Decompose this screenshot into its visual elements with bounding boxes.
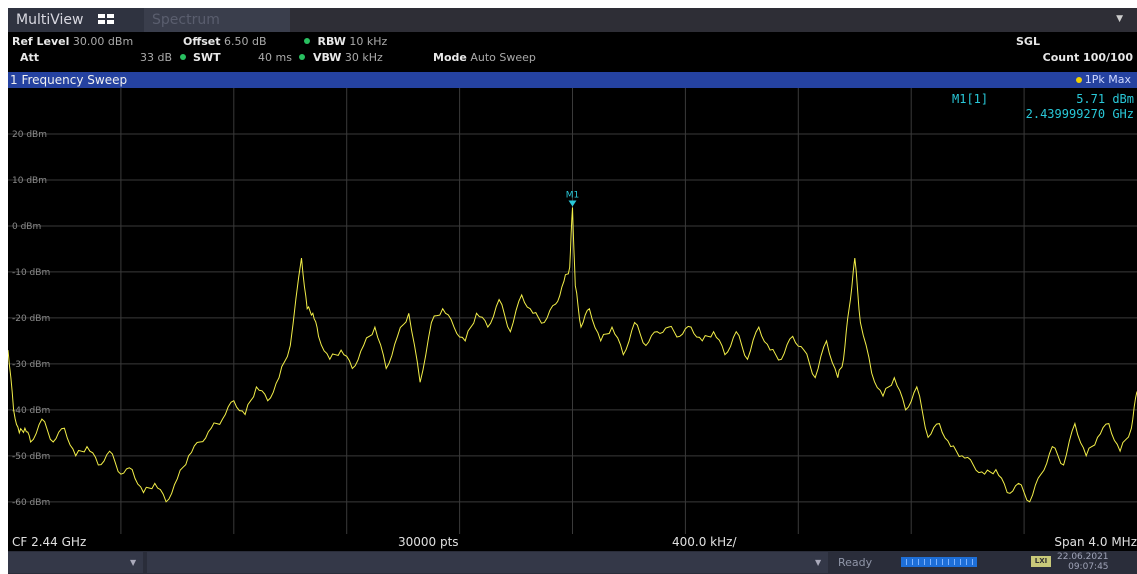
vbw-value: 30 kHz xyxy=(344,51,383,64)
ref-level-label: Ref Level xyxy=(12,35,70,48)
progress-segment xyxy=(954,559,955,565)
swt-coupled-dot xyxy=(179,54,186,60)
swt-label: SWT xyxy=(193,51,221,64)
status-field-left[interactable]: ▼ xyxy=(8,552,143,573)
lxi-logo: LXI xyxy=(1031,556,1051,567)
settings-header: Ref Level 30.00 dBm Offset 6.50 dB RBW 1… xyxy=(8,34,1137,72)
marker-readout-level: 5.71 dBm xyxy=(1076,92,1134,106)
vbw-coupled-dot xyxy=(299,54,306,60)
att-value: 33 dB xyxy=(140,51,173,64)
tab-menu-chevron-icon[interactable]: ▼ xyxy=(1116,14,1123,24)
rbw-label: RBW xyxy=(317,35,346,48)
frequency-span: Span 4.0 MHz xyxy=(1054,535,1137,549)
status-left-chevron-icon[interactable]: ▼ xyxy=(130,558,137,567)
frequency-footer: CF 2.44 GHz 30000 pts 400.0 kHz/ Span 4.… xyxy=(8,534,1137,551)
progress-segment xyxy=(918,559,919,565)
count-label: Count 100/100 xyxy=(1042,51,1133,64)
progress-segment xyxy=(948,559,949,565)
y-tick-label: 20 dBm xyxy=(12,130,47,140)
settings-row-1: Ref Level 30.00 dBm Offset 6.50 dB RBW 1… xyxy=(8,34,1137,50)
progress-segment xyxy=(906,559,907,565)
marker-m1-tag: M1 xyxy=(566,191,580,201)
status-date: 22.06.2021 xyxy=(1057,552,1109,562)
ready-status: Ready xyxy=(838,556,873,569)
y-tick-labels: 20 dBm 10 dBm 0 dBm -10 dBm -20 dBm -30 dBm -4… xyxy=(12,130,50,508)
progress-segment xyxy=(912,559,913,565)
multiview-grid-icon xyxy=(97,14,114,24)
progress-segment xyxy=(930,559,931,565)
status-time: 09:07:45 xyxy=(1068,562,1109,572)
status-bar: ▼ ▼ Ready LXI 22.06.2021 09:07:45 xyxy=(8,551,1137,574)
att-label: Att xyxy=(20,51,40,64)
tab-multiview[interactable]: MultiView xyxy=(8,8,144,32)
tab-spectrum[interactable]: Spectrum xyxy=(144,8,290,32)
progress-segment xyxy=(936,559,937,565)
y-tick-label: -40 dBm xyxy=(12,406,50,416)
window-title-bar[interactable]: 1 Frequency Sweep 1Pk Max xyxy=(8,72,1137,88)
analyzer-screen: MultiView Spectrum ▼ Ref Level 30.00 dBm… xyxy=(8,8,1137,574)
tab-bar: MultiView Spectrum ▼ xyxy=(8,8,1137,32)
tab-multiview-label: MultiView xyxy=(16,12,84,28)
progress-segment xyxy=(924,559,925,565)
y-tick-label: -20 dBm xyxy=(12,314,50,324)
y-tick-label: -10 dBm xyxy=(12,268,50,278)
offset-value: 6.50 dB xyxy=(224,35,267,48)
trace-mode-label: 1Pk Max xyxy=(1084,73,1131,86)
spectrum-chart: 20 dBm 10 dBm 0 dBm -10 dBm -20 dBm -30 dBm -4… xyxy=(8,88,1137,534)
mode-label: Mode xyxy=(433,51,467,64)
y-tick-label: -50 dBm xyxy=(12,452,50,462)
sweep-points: 30000 pts xyxy=(398,535,459,549)
marker-readout-frequency: 2.439999270 GHz xyxy=(1026,107,1134,121)
rbw-value: 10 kHz xyxy=(349,35,388,48)
vbw-label: VBW xyxy=(312,51,342,64)
window-title: 1 Frequency Sweep xyxy=(10,73,128,87)
plot-grid xyxy=(8,88,1137,534)
frequency-per-division: 400.0 kHz/ xyxy=(672,535,737,549)
progress-segment xyxy=(960,559,961,565)
trace-mode: 1Pk Max xyxy=(1075,72,1131,88)
status-message-chevron-icon[interactable]: ▼ xyxy=(815,558,822,567)
center-frequency: CF 2.44 GHz xyxy=(12,535,87,549)
rbw-coupled-dot xyxy=(304,38,310,44)
progress-segment xyxy=(966,559,967,565)
trace-1-dot-icon xyxy=(1075,77,1082,83)
y-tick-label: 10 dBm xyxy=(12,176,47,186)
status-field-message[interactable]: ▼ xyxy=(147,552,828,573)
sweep-progress-bar xyxy=(901,557,977,567)
swt-value: 40 ms xyxy=(258,51,292,64)
mode-value: Auto Sweep xyxy=(470,51,536,64)
spectrum-plot[interactable]: 20 dBm 10 dBm 0 dBm -10 dBm -20 dBm -30 dBm -4… xyxy=(8,88,1137,534)
progress-segment xyxy=(942,559,943,565)
ref-level-value: 30.00 dBm xyxy=(72,35,134,48)
marker-m1-triangle-icon xyxy=(568,200,577,207)
marker-readout-label: M1[1] xyxy=(952,92,988,106)
y-tick-label: -60 dBm xyxy=(12,498,50,508)
sgl-label: SGL xyxy=(1016,35,1040,48)
settings-row-2: Att 33 dB SWT 40 ms VBW 30 kHz Mode Auto… xyxy=(8,50,1137,66)
trace-1-line xyxy=(8,207,1137,503)
marker-m1[interactable]: M1 xyxy=(566,191,580,207)
offset-label: Offset xyxy=(183,35,221,48)
date-time: 22.06.2021 09:07:45 xyxy=(1057,552,1109,572)
tab-spectrum-label: Spectrum xyxy=(152,12,220,28)
progress-segment xyxy=(972,559,973,565)
y-tick-label: -30 dBm xyxy=(12,360,50,370)
y-tick-label: 0 dBm xyxy=(12,222,41,232)
